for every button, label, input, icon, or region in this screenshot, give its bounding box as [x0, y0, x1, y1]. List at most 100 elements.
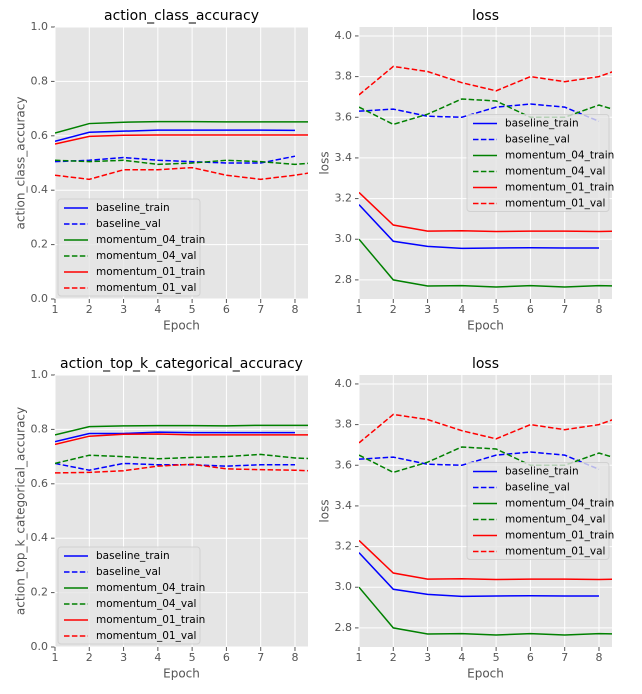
series-line — [359, 98, 612, 126]
x-tick-label: 3 — [424, 651, 431, 664]
legend-label: momentum_04_train — [505, 150, 614, 162]
chart-title: loss — [472, 356, 499, 372]
x-tick-label: 2 — [86, 303, 93, 316]
x-tick-label: 2 — [86, 651, 93, 664]
x-tick-label: 8 — [595, 303, 602, 316]
y-tick-label: 3.4 — [335, 151, 353, 164]
series-line — [359, 191, 612, 233]
x-tick-label: 1 — [52, 303, 59, 316]
x-tick-label: 1 — [356, 303, 363, 316]
chart-title: loss — [472, 8, 499, 24]
series-line — [359, 238, 612, 288]
x-tick-label: 4 — [458, 303, 465, 316]
y-tick-label: 0.0 — [31, 292, 49, 305]
legend-label: momentum_04_train — [505, 498, 614, 510]
y-tick-label: 0.4 — [31, 183, 49, 196]
x-tick-label: 6 — [223, 303, 230, 316]
series-line — [359, 204, 599, 250]
x-tick-label: 6 — [527, 651, 534, 664]
series-line — [359, 586, 612, 636]
series-line — [55, 134, 308, 145]
legend-label: baseline_train — [96, 550, 170, 562]
legend-label: baseline_train — [505, 118, 579, 130]
series-line — [55, 129, 295, 142]
legend-box — [466, 114, 610, 212]
x-tick-label: 7 — [257, 303, 264, 316]
series-line — [55, 433, 308, 446]
y-tick-label: 0.4 — [31, 531, 49, 544]
legend-label: momentum_01_val — [505, 198, 605, 210]
legend-label: momentum_01_train — [505, 530, 614, 542]
series-line — [359, 413, 612, 444]
y-tick-label: 4.0 — [335, 29, 353, 42]
series-line — [55, 424, 308, 436]
y-tick-label: 3.0 — [335, 580, 353, 593]
subplot: 0.0 0.2 0.4 0.6 0.8 1.0 1 2 3 4 5 6 7 8 action_top_k_c… — [14, 356, 308, 681]
series-line — [359, 539, 612, 581]
x-tick-label: 2 — [390, 651, 397, 664]
x-axis-label: Epoch — [163, 319, 200, 333]
y-axis-label: loss — [318, 499, 332, 522]
legend-label: momentum_04_val — [96, 598, 196, 610]
lines — [359, 65, 612, 288]
y-tick-label: 3.6 — [335, 458, 353, 471]
subplot: 2.8 3.0 3.2 3.4 3.6 3.8 4.0 1 2 3 4 5 6 7 8 loss Epoch lo… — [318, 356, 615, 681]
x-tick-label: 6 — [223, 651, 230, 664]
x-tick-label: 4 — [458, 651, 465, 664]
legend-label: momentum_04_val — [505, 514, 605, 526]
x-tick-label: 3 — [120, 651, 127, 664]
legend-box — [57, 198, 201, 297]
y-tick-label: 0.8 — [31, 422, 49, 435]
legend-label: momentum_01_train — [96, 614, 205, 626]
y-tick-label: 1.0 — [31, 20, 49, 33]
x-tick-label: 4 — [154, 651, 161, 664]
series-line — [55, 120, 308, 134]
chart-title: action_class_accuracy — [104, 8, 259, 24]
y-tick-label: 0.2 — [31, 586, 49, 599]
x-tick-label: 5 — [493, 651, 500, 664]
x-tick-label: 5 — [493, 303, 500, 316]
y-tick-label: 3.6 — [335, 110, 353, 123]
x-tick-label: 1 — [356, 651, 363, 664]
subplot: 2.8 3.0 3.2 3.4 3.6 3.8 4.0 1 2 3 4 5 6 7 8 loss Epoch lo… — [318, 8, 615, 333]
x-tick-label: 7 — [561, 303, 568, 316]
legend-label: baseline_val — [96, 566, 161, 578]
x-tick-label: 6 — [527, 303, 534, 316]
legend: baseline_train baseline_val momentum_04_tr… — [466, 462, 614, 560]
series-line — [55, 155, 296, 164]
legend-label: momentum_01_val — [505, 546, 605, 558]
series-line — [359, 103, 600, 123]
legend-label: momentum_01_train — [96, 266, 205, 278]
legend-label: baseline_val — [505, 482, 570, 494]
legend-label: momentum_04_val — [96, 250, 196, 262]
y-tick-label: 3.8 — [335, 70, 353, 83]
series-line — [359, 65, 612, 96]
y-tick-label: 3.0 — [335, 232, 353, 245]
legend-label: momentum_04_train — [96, 582, 205, 594]
lines — [55, 120, 308, 181]
y-axis-label: action_class_accuracy — [14, 97, 28, 230]
x-tick-label: 3 — [120, 303, 127, 316]
x-tick-label: 5 — [189, 651, 196, 664]
x-tick-label: 8 — [595, 651, 602, 664]
chart-title: action_top_k_categorical_accuracy — [60, 356, 303, 372]
y-axis-label: action_top_k_categorical_accuracy — [14, 407, 28, 615]
x-tick-label: 7 — [561, 651, 568, 664]
lines — [359, 413, 612, 636]
y-tick-label: 0.6 — [31, 129, 49, 142]
x-axis-label: Epoch — [467, 667, 504, 681]
legend-label: momentum_01_train — [505, 182, 614, 194]
x-tick-label: 1 — [52, 651, 59, 664]
series-line — [55, 431, 295, 443]
y-tick-label: 3.2 — [335, 540, 353, 553]
x-tick-label: 7 — [257, 651, 264, 664]
x-tick-label: 2 — [390, 303, 397, 316]
y-tick-label: 3.2 — [335, 192, 353, 205]
x-tick-label: 3 — [424, 303, 431, 316]
y-tick-label: 0.0 — [31, 640, 49, 653]
y-axis-label: loss — [318, 151, 332, 174]
series-line — [55, 159, 308, 166]
lines — [55, 424, 308, 474]
legend-box — [57, 546, 201, 645]
